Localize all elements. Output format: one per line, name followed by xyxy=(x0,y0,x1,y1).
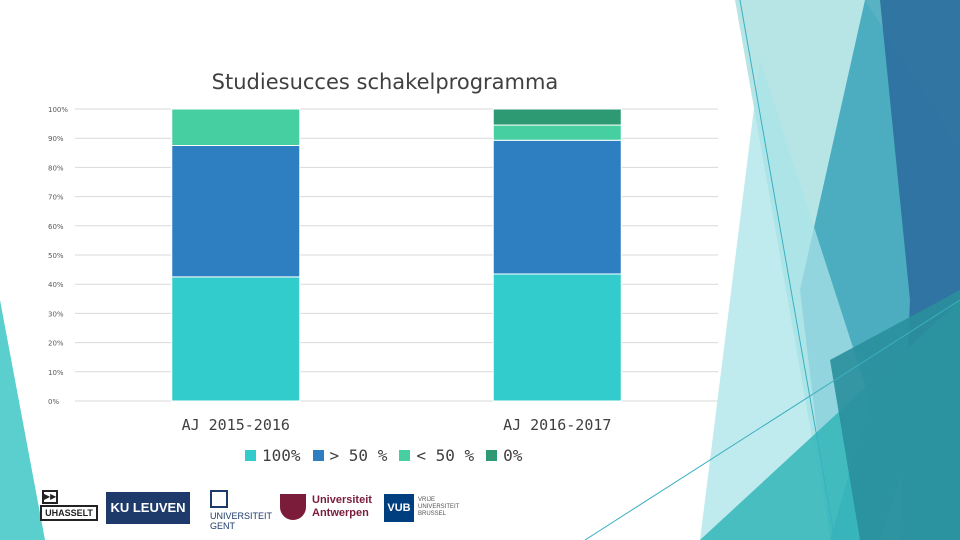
x-category-label: AJ 2016-2017 xyxy=(503,416,611,434)
bar-segment xyxy=(492,108,622,126)
uhasselt-logo: ▶▶ UHASSELT xyxy=(40,488,98,526)
uhasselt-logo-text: UHASSELT xyxy=(40,505,98,521)
bar-segment xyxy=(492,124,622,141)
bar-segment xyxy=(171,145,301,278)
y-tick-label: 50% xyxy=(48,252,64,260)
y-tick-label: 60% xyxy=(48,223,64,231)
legend-item: > 50 % xyxy=(312,446,388,465)
ugent-logo-line1: UNIVERSITEIT xyxy=(210,511,273,521)
kuleuven-logo: KU LEUVEN xyxy=(106,492,190,524)
bg-shape-teal-left xyxy=(0,300,45,540)
y-tick-label: 40% xyxy=(48,281,64,289)
bar-segment xyxy=(492,139,622,275)
y-tick-label: 30% xyxy=(48,310,64,318)
legend-swatch xyxy=(245,450,256,461)
university-logos: ▶▶ UHASSELT KU LEUVEN UNIVERSITEIT GENT … xyxy=(40,488,480,536)
chart-legend: 100% > 50 % < 50 % 0% xyxy=(245,446,522,465)
legend-item: 100% xyxy=(245,446,301,465)
legend-swatch xyxy=(399,450,411,461)
bg-line-1 xyxy=(739,0,836,540)
vub-logo-mark: VUB xyxy=(384,494,414,522)
ugent-seal-icon xyxy=(210,490,228,508)
bg-shape-pale-center xyxy=(700,60,870,540)
y-tick-label: 0% xyxy=(48,398,59,406)
bar-segment xyxy=(171,108,301,146)
chart-title: Studiesucces schakelprogramma xyxy=(211,70,559,94)
legend-label: 0% xyxy=(503,446,523,465)
vub-logo-text: VRIJE UNIVERSITEIT BRUSSEL xyxy=(418,497,460,517)
legend-swatch xyxy=(486,450,498,461)
uantwerpen-logo-line2: Antwerpen xyxy=(312,507,369,519)
y-tick-label: 20% xyxy=(48,340,64,348)
legend-item: 0% xyxy=(486,446,522,465)
bar-segment xyxy=(492,273,622,402)
y-tick-label: 100% xyxy=(48,106,68,114)
y-tick-label: 90% xyxy=(48,135,64,143)
bg-line-2 xyxy=(584,299,960,540)
legend-label: < 50 % xyxy=(416,446,475,465)
legend-item: < 50 % xyxy=(399,446,474,465)
uhasselt-mark-icon: ▶▶ xyxy=(42,490,58,504)
y-tick-label: 10% xyxy=(48,369,64,377)
legend-swatch xyxy=(312,450,324,461)
legend-label: 100% xyxy=(262,446,301,465)
legend-label: > 50 % xyxy=(329,446,388,465)
ugent-logo-line2: GENT xyxy=(210,521,236,531)
uantwerpen-logo: Universiteit Antwerpen xyxy=(280,494,375,526)
vub-logo: VUB VRIJE UNIVERSITEIT BRUSSEL xyxy=(384,494,464,524)
bg-shape-dark-bottom xyxy=(830,290,960,540)
y-tick-label: 70% xyxy=(48,194,64,202)
uantwerpen-logo-line1: Universiteit xyxy=(312,494,372,506)
ugent-logo: UNIVERSITEIT GENT xyxy=(210,490,273,532)
uantwerpen-u-icon xyxy=(280,494,306,520)
bar-segment xyxy=(171,276,301,402)
y-tick-label: 80% xyxy=(48,164,64,172)
x-category-label: AJ 2015-2016 xyxy=(182,416,290,434)
